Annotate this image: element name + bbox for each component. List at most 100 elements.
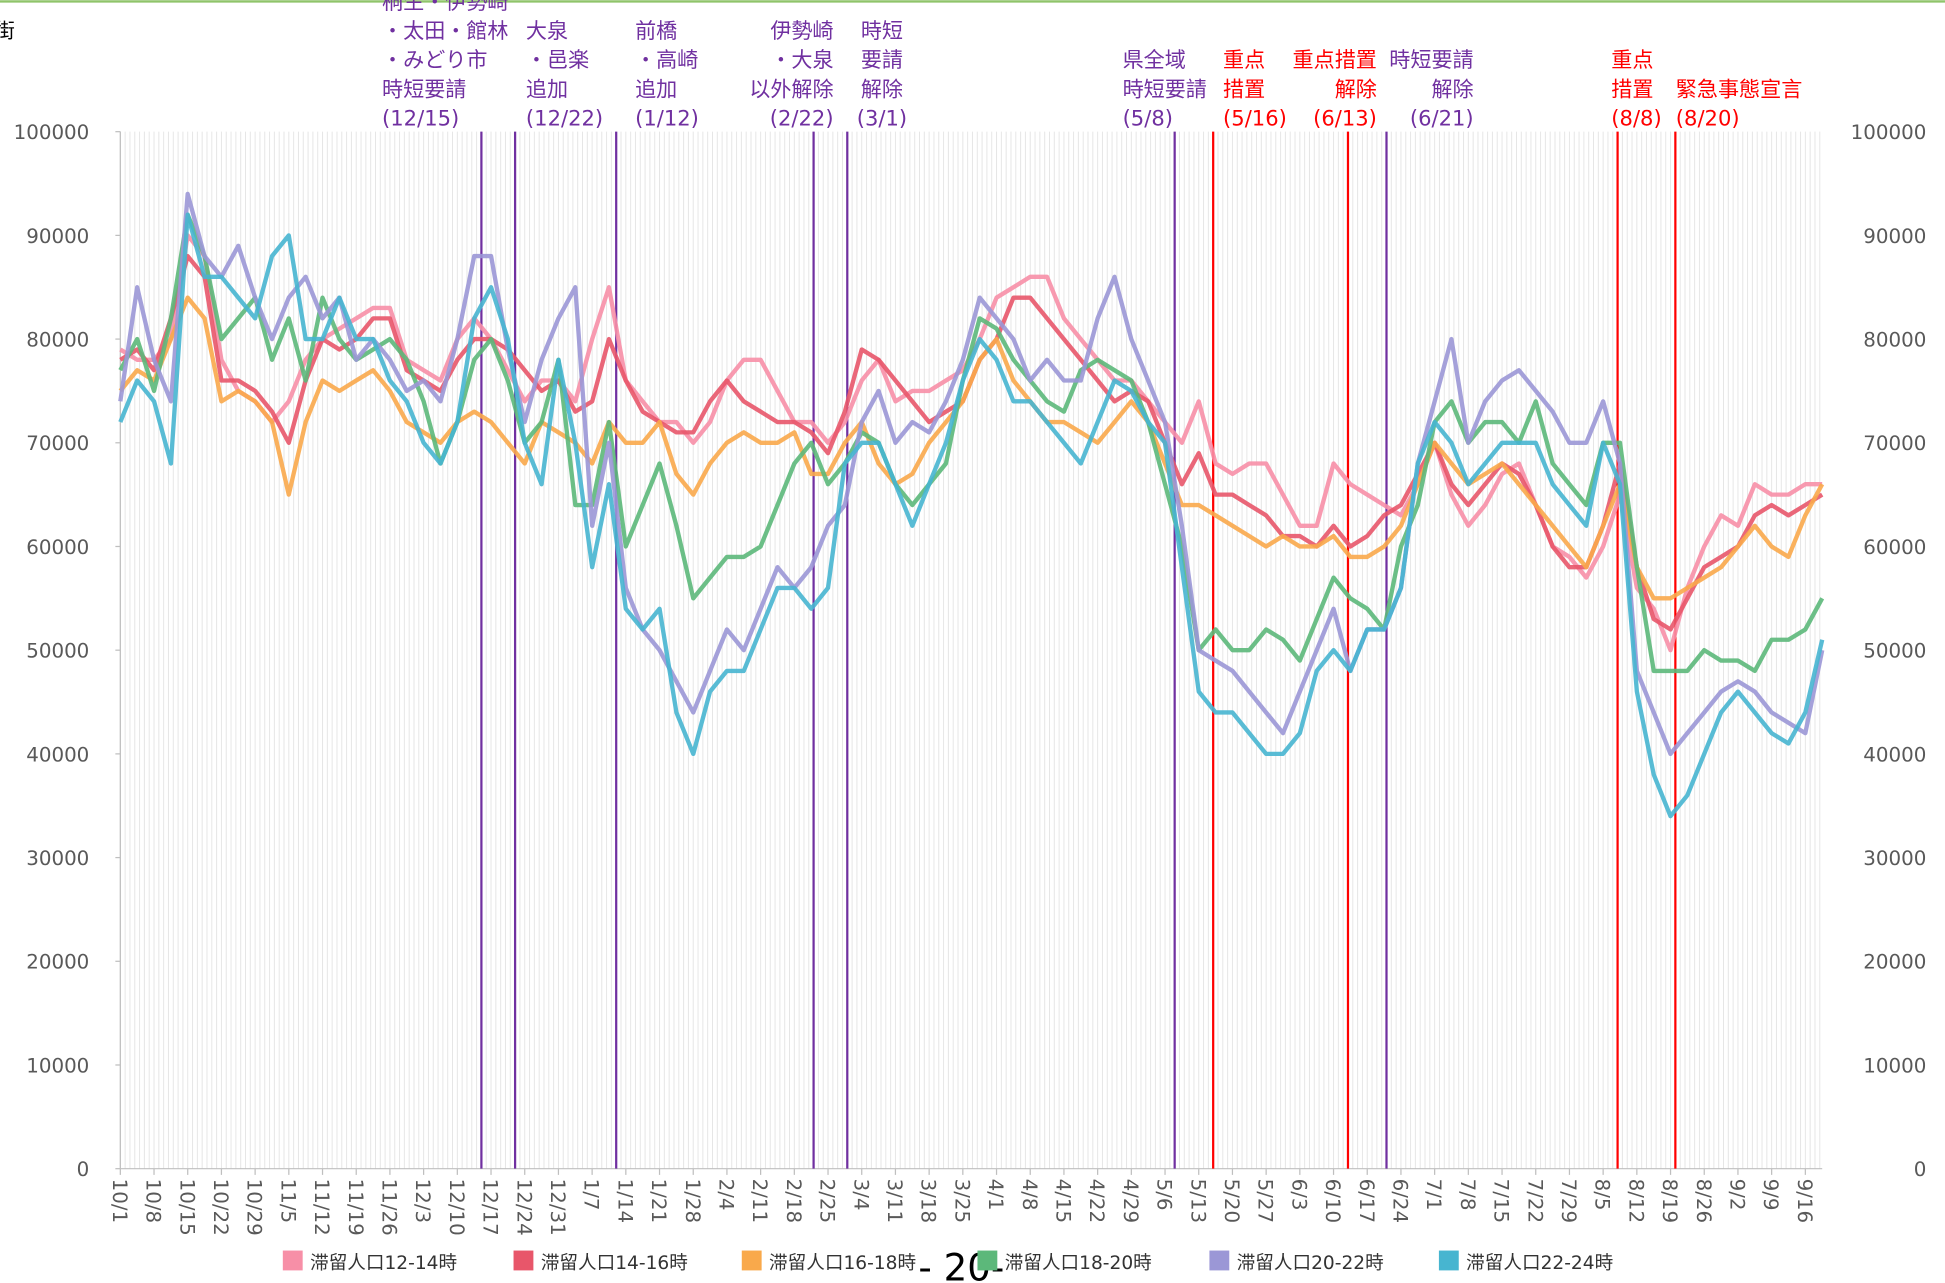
x-tick-label: 8/19	[1658, 1179, 1681, 1224]
x-tick-label: 8/5	[1591, 1179, 1614, 1211]
x-tick-label: 2/25	[816, 1179, 839, 1224]
event-label: (6/13)	[1313, 105, 1377, 130]
event-label: 緊急事態宣言	[1676, 76, 1802, 101]
event-label: ・高崎	[635, 47, 698, 72]
event-label: (1/12)	[635, 105, 699, 130]
x-tick-label: 2/11	[748, 1179, 771, 1224]
event-label: 措置	[1223, 76, 1265, 101]
x-tick-label: 3/18	[917, 1179, 940, 1224]
legend-swatch	[1438, 1250, 1459, 1271]
legend-swatch	[513, 1250, 534, 1271]
event-label: ・みどり市	[382, 47, 487, 72]
x-tick-label: 9/9	[1759, 1179, 1782, 1211]
y-tick-label: 60000	[26, 536, 89, 559]
legend-label: 滞留人口12-14時	[310, 1253, 457, 1274]
y-tick-label: 70000	[26, 432, 89, 455]
x-tick-label: 10/1	[108, 1179, 131, 1224]
event-label: (5/8)	[1123, 105, 1173, 130]
event-label: 追加	[635, 76, 677, 101]
x-tick-label: 12/31	[546, 1179, 569, 1236]
x-tick-label: 2/4	[714, 1179, 737, 1211]
x-tick-label: 7/1	[1422, 1179, 1445, 1211]
x-tick-label: 3/11	[883, 1179, 906, 1224]
event-label: ・大泉	[770, 47, 833, 72]
x-tick-label: 3/4	[849, 1179, 872, 1211]
legend-label: 滞留人口16-18時	[769, 1253, 916, 1274]
x-tick-label: 1/14	[613, 1179, 636, 1224]
x-tick-label: 10/22	[209, 1179, 232, 1236]
event-label: (5/16)	[1223, 105, 1287, 130]
x-tick-label: 5/20	[1220, 1179, 1243, 1224]
y2-tick-label: 100000	[1851, 121, 1927, 144]
event-label: 時短要請	[1123, 76, 1207, 101]
y-tick-label: 20000	[26, 951, 89, 974]
event-label: 解除	[1431, 76, 1473, 101]
event-label: 解除	[861, 76, 903, 101]
x-tick-label: 9/16	[1793, 1179, 1816, 1224]
corner-label: 街	[0, 19, 15, 42]
y-tick-label: 0	[77, 1158, 90, 1181]
legend-swatch	[282, 1250, 303, 1271]
event-label: 時短要請	[382, 76, 466, 101]
event-label: 桐生・伊勢崎	[382, 0, 508, 14]
event-label: 重点措置	[1293, 47, 1377, 72]
x-tick-label: 8/26	[1692, 1179, 1715, 1224]
event-label: (12/22)	[526, 105, 603, 130]
event-label: 時短要請	[1389, 47, 1473, 72]
y2-tick-label: 60000	[1863, 536, 1926, 559]
x-tick-label: 10/15	[175, 1179, 198, 1236]
x-tick-label: 7/29	[1557, 1179, 1580, 1224]
x-tick-label: 7/22	[1523, 1179, 1546, 1224]
y2-tick-label: 30000	[1863, 847, 1926, 870]
legend-label: 滞留人口18-20時	[1005, 1253, 1152, 1274]
x-tick-label: 6/10	[1321, 1179, 1344, 1224]
legend-label: 滞留人口14-16時	[541, 1253, 688, 1274]
x-tick-label: 4/1	[984, 1179, 1007, 1211]
series-line	[118, 212, 1825, 674]
legend-swatch	[977, 1250, 998, 1271]
x-tick-label: 5/6	[1153, 1179, 1176, 1211]
event-label: (3/1)	[857, 105, 907, 130]
event-label: 要請	[861, 47, 903, 72]
x-tick-label: 12/17	[479, 1179, 502, 1236]
x-tick-label: 4/29	[1119, 1179, 1142, 1224]
y2-tick-label: 50000	[1863, 640, 1926, 663]
x-tick-label: 12/10	[445, 1179, 468, 1236]
y-tick-label: 80000	[26, 329, 89, 352]
x-tick-label: 11/19	[344, 1179, 367, 1236]
x-tick-label: 10/29	[243, 1179, 266, 1236]
event-label: 伊勢崎	[770, 18, 833, 43]
y2-tick-label: 20000	[1863, 951, 1926, 974]
event-label: 大泉	[526, 18, 568, 43]
y2-tick-label: 70000	[1863, 432, 1926, 455]
legend-swatch	[741, 1250, 762, 1271]
event-label: 措置	[1611, 76, 1653, 101]
series-line	[118, 191, 1825, 757]
legend-label: 滞留人口20-22時	[1237, 1253, 1384, 1274]
event-label: 重点	[1223, 47, 1265, 72]
legend-swatch	[1209, 1250, 1230, 1271]
x-tick-label: 11/26	[377, 1179, 400, 1236]
x-tick-label: 4/15	[1051, 1179, 1074, 1224]
x-tick-label: 7/15	[1490, 1179, 1513, 1224]
x-tick-label: 9/2	[1726, 1179, 1749, 1211]
x-tick-label: 4/8	[1018, 1179, 1041, 1211]
event-label: 前橋	[635, 18, 677, 43]
y-tick-label: 30000	[26, 847, 89, 870]
y2-tick-label: 90000	[1863, 225, 1926, 248]
x-tick-label: 11/12	[310, 1179, 333, 1236]
x-tick-label: 1/28	[681, 1179, 704, 1224]
x-tick-label: 6/17	[1355, 1179, 1378, 1224]
series-line	[118, 295, 1825, 601]
event-label: (8/8)	[1611, 105, 1661, 130]
y-tick-label: 40000	[26, 743, 89, 766]
event-label: 追加	[526, 76, 568, 101]
event-label: 県全域	[1123, 47, 1186, 72]
x-tick-label: 10/8	[142, 1179, 165, 1224]
event-label: (2/22)	[770, 105, 834, 130]
y-tick-label: 90000	[26, 225, 89, 248]
event-label: 重点	[1611, 47, 1653, 72]
x-tick-label: 12/24	[512, 1179, 535, 1236]
x-tick-label: 5/13	[1186, 1179, 1209, 1224]
